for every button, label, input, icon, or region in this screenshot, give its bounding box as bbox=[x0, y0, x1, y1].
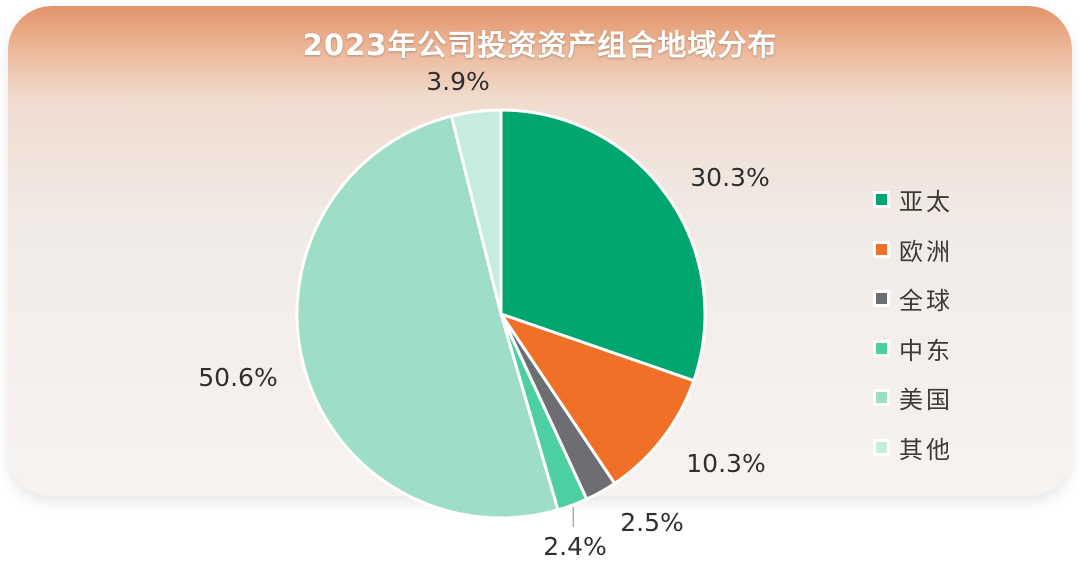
legend-label: 欧洲 bbox=[899, 237, 953, 266]
legend-item-4: 中东 bbox=[873, 324, 953, 374]
data-label-1: 30.3% bbox=[690, 163, 769, 192]
pie-slice-1 bbox=[499, 108, 707, 383]
legend-item-3: 全球 bbox=[873, 274, 953, 324]
data-label-6: 3.9% bbox=[426, 67, 490, 96]
legend-label: 亚太 bbox=[899, 188, 953, 217]
data-label-4: 2.4% bbox=[543, 532, 607, 561]
legend-swatch bbox=[873, 389, 890, 407]
legend-label: 其他 bbox=[899, 435, 953, 464]
chart-title: 2023年公司投资资产组合地域分布 bbox=[302, 28, 778, 62]
legend-item-5: 美国 bbox=[873, 373, 953, 423]
legend-item-2: 欧洲 bbox=[873, 225, 953, 275]
pie-slice-5 bbox=[295, 114, 560, 520]
pie-slice-2 bbox=[499, 312, 696, 485]
legend-label: 美国 bbox=[899, 386, 953, 415]
legend: 亚太欧洲全球中东美国其他 bbox=[873, 175, 953, 473]
legend-label: 全球 bbox=[899, 287, 953, 316]
legend-label: 中东 bbox=[899, 336, 953, 365]
legend-item-6: 其他 bbox=[873, 423, 953, 473]
legend-swatch bbox=[873, 438, 890, 456]
data-label-5: 50.6% bbox=[198, 363, 277, 392]
legend-swatch bbox=[873, 240, 890, 258]
data-label-3: 2.5% bbox=[620, 508, 684, 537]
data-label-2: 10.3% bbox=[686, 449, 765, 478]
pie-slice-6 bbox=[450, 108, 503, 316]
legend-item-1: 亚太 bbox=[873, 175, 953, 225]
legend-swatch bbox=[873, 290, 890, 308]
legend-swatch bbox=[873, 339, 890, 357]
legend-swatch bbox=[873, 191, 890, 209]
